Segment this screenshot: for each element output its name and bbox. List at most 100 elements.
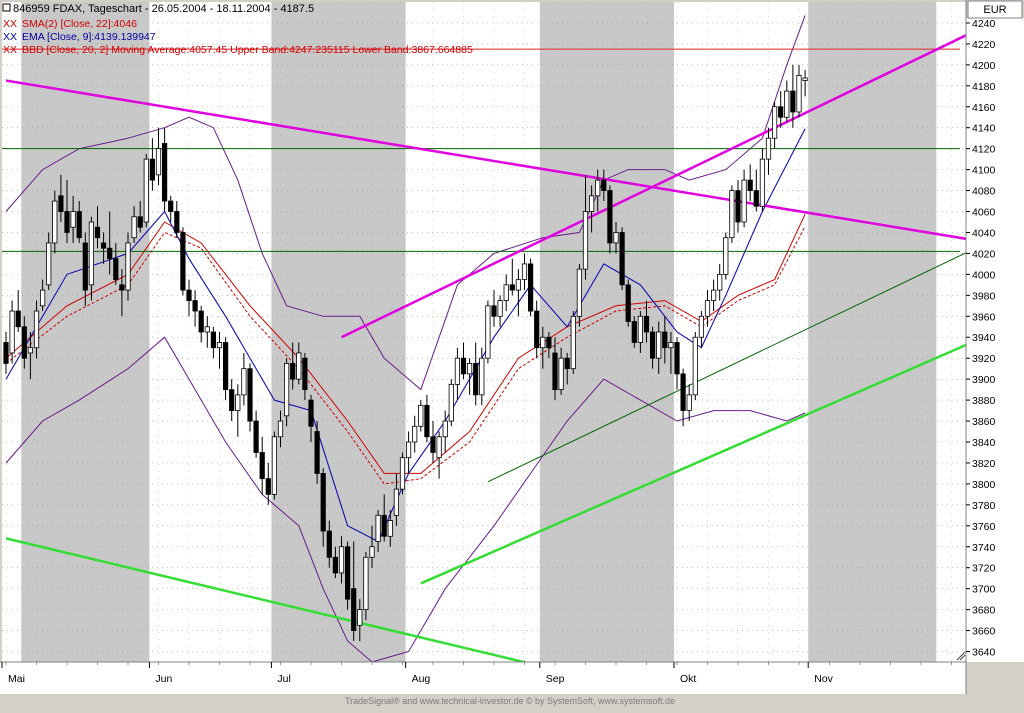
candle-body-up [71,212,75,228]
candle-body-down [150,159,154,180]
candle-body-up [480,358,484,395]
candle-body-down [309,400,313,426]
candle-body-down [736,191,740,222]
candle [724,232,728,279]
candle-body-down [65,212,69,233]
candle-body-up [705,301,709,317]
price-tick-label: 4020 [972,248,996,260]
candle-body-up [297,353,301,379]
candle-body-up [242,369,246,395]
candle-body-down [565,358,569,368]
candle-body-down [22,327,26,358]
candle-body-down [333,557,337,573]
price-tick-label: 4060 [972,207,996,219]
candle-body-up [126,243,130,290]
candle-body-down [321,473,325,531]
candle-body-up [364,557,368,609]
candle-body-up [156,149,160,175]
price-tick-label: 4080 [972,186,996,198]
candle-body-up [419,405,423,426]
candle [449,379,453,426]
candle-body-up [47,243,51,285]
candle-body-down [620,232,624,284]
candle-body-up [522,264,526,280]
currency-label: EUR [983,4,1006,16]
month-label: Sep [546,673,565,685]
candle-body-down [181,232,185,290]
candle-body-up [498,301,502,317]
candle-body-down [169,201,173,211]
candle-body-up [724,238,728,275]
price-tick-label: 3660 [972,626,996,638]
currency-box: EUR [968,1,1022,18]
candle-body-up [614,232,618,242]
price-tick-label: 4180 [972,81,996,93]
candle-body-down [95,227,99,237]
candle-body-up [772,107,776,138]
price-axis: 3640366036803700372037403760378038003820… [966,0,1024,662]
price-tick-label: 4100 [972,165,996,177]
candle-body-down [303,358,307,389]
candle-body-down [199,311,203,332]
candle-body-down [632,322,636,343]
month-label: Okt [680,673,696,685]
candle-body-up [583,212,587,270]
candle-body-up [89,222,93,285]
candle-body-up [394,489,398,515]
legend-bbd-text: BBD [Close, 20, 2] Moving Average:4057.4… [22,44,473,56]
price-tick-label: 3680 [972,605,996,617]
candle-body-up [571,316,575,368]
candle-body-up [504,285,508,301]
candle [144,154,148,227]
price-tick-label: 3640 [972,647,996,659]
candle-body-down [791,91,795,112]
candle-body-down [266,479,270,495]
candle-body-down [345,547,349,599]
price-tick-label: 3820 [972,458,996,470]
candle-body-down [327,531,331,557]
price-tick-label: 3940 [972,332,996,344]
price-tick-label: 3980 [972,290,996,302]
price-tick-label: 3840 [972,437,996,449]
candle-body-up [400,458,404,489]
candle-body-down [644,316,648,332]
price-tick-label: 3740 [972,542,996,554]
candle-body-up [657,332,661,358]
candle-body-down [138,217,142,227]
candle [620,227,624,290]
candle-body-up [785,91,789,117]
candle-body-down [675,342,679,373]
candle-body-up [413,426,417,442]
candle-body-up [53,201,57,243]
legend-bbd-entry: XX BBD [Close, 20, 2] Moving Average:405… [3,44,473,56]
month-label: Nov [814,673,833,685]
candle-body-up [760,159,764,206]
candle-body-down [193,301,197,311]
candle-body-up [797,75,801,112]
price-tick-label: 3960 [972,311,996,323]
candle-body-down [120,285,124,290]
candle-body-down [4,342,8,363]
candle-body-up [486,306,490,358]
candle-body-up [370,547,374,557]
candle [608,185,612,253]
candle-body-up [687,395,691,411]
candle-body-down [77,212,81,238]
plot-background [2,2,966,662]
month-label: Jul [277,673,290,685]
candle-body-down [108,248,112,258]
price-tick-label: 3800 [972,479,996,491]
candle-body-down [510,285,514,290]
candle-body-up [132,217,136,238]
candle-body-down [608,191,612,243]
month-shading [271,2,405,662]
candle-body-up [278,421,282,437]
candle-body-down [352,589,356,631]
candle-body-down [663,332,667,348]
candle [626,280,630,327]
candle-body-down [461,358,465,374]
candle-body-down [254,421,258,452]
price-tick-label: 3920 [972,353,996,365]
